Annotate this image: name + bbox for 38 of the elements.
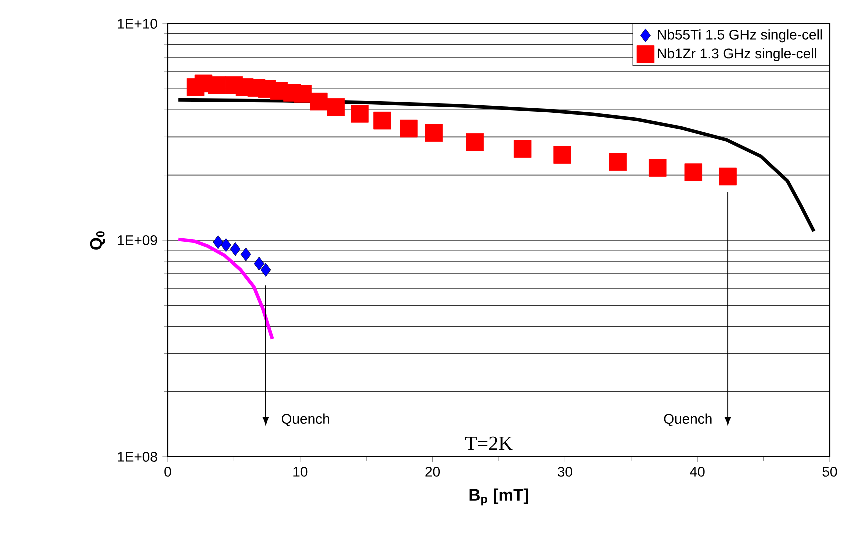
point (466, 133, 484, 152)
annotation: Quench (664, 414, 712, 427)
x-tick-label: 40 (690, 467, 705, 477)
y-tick-label: 1E+10 (118, 19, 158, 29)
y-tick-label: 1E+08 (118, 452, 158, 462)
point (208, 76, 226, 94)
point (609, 153, 628, 172)
point (254, 256, 265, 271)
point (400, 120, 418, 138)
point (213, 236, 224, 250)
annotation: T=2K (465, 436, 513, 450)
y-axis-title: Q$_{0}$ (90, 232, 106, 250)
point (230, 242, 241, 256)
point (719, 168, 737, 186)
point (240, 248, 252, 262)
x-tick-label: 0 (164, 467, 172, 477)
annotation: Quench (282, 414, 330, 427)
point (374, 112, 392, 130)
x-axis-title: B$_{p}$ [mT] (470, 488, 528, 506)
point (351, 105, 369, 123)
point (649, 159, 667, 177)
point (554, 146, 572, 164)
point (260, 263, 272, 277)
x-tick-label: 50 (822, 467, 838, 477)
y-tick-label: 1E+09 (118, 236, 158, 246)
x-tick-label: 10 (294, 467, 308, 477)
point (310, 92, 328, 111)
line-series (176, 238, 274, 341)
legend-label: Nb55Ti 1.5 GHz single-cell (658, 30, 822, 43)
point (425, 124, 443, 142)
point (327, 98, 346, 116)
legend-label: Nb1Zr 1.3 GHz single-cell (658, 48, 816, 62)
point (294, 85, 312, 103)
x-tick-label: 30 (558, 467, 572, 477)
point (514, 140, 532, 158)
point (221, 238, 232, 252)
point (684, 164, 702, 182)
x-tick-label: 20 (426, 467, 440, 477)
